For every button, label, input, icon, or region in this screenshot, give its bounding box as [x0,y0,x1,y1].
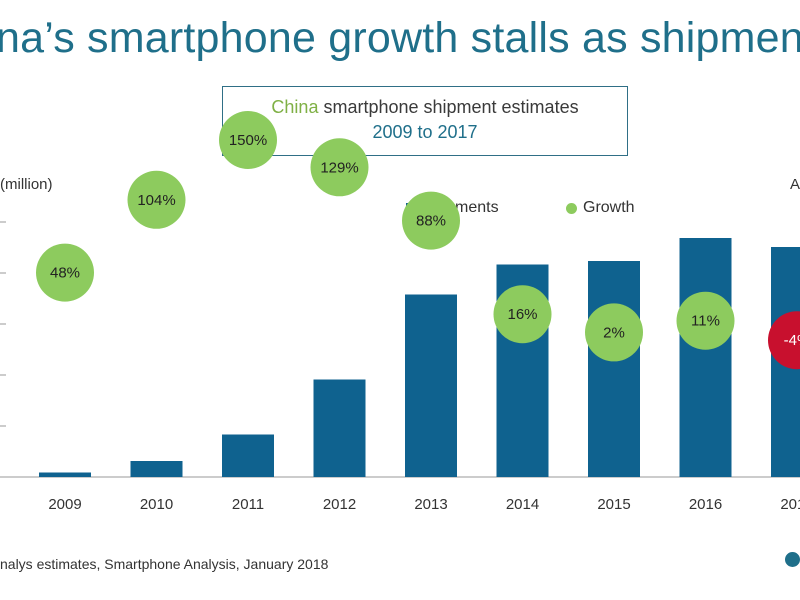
subtitle-accent: China [271,97,319,117]
growth-label-2016: 11% [691,313,720,330]
bar-shipments-2016 [679,238,732,477]
bar-shipments-2015 [588,261,640,477]
x-tick-label: 2016 [689,496,722,513]
growth-label-2015: 2% [603,324,625,341]
growth-label-2011: 150% [229,132,267,149]
legend-label-growth: Growth [583,199,635,216]
x-tick-label: 2012 [323,496,356,513]
growth-bubble-2013 [402,191,460,250]
subtitle-rest: smartphone shipment estimates [318,97,579,117]
growth-label-2009: 48% [50,265,80,282]
logo-mark [785,552,800,567]
growth-bubble-2012 [310,138,369,197]
x-tick-label: 2009 [48,496,81,513]
x-tick-label: 2015 [597,496,630,513]
growth-label-2010: 104% [137,192,175,209]
growth-bubble-2010 [127,170,186,229]
bar-shipments-2013 [405,294,457,477]
growth-bubble-2014 [493,285,552,344]
x-tick-label: 2014 [506,496,539,513]
growth-label-2013: 88% [416,213,446,230]
chart-subtitle-box: China smartphone shipment estimates 2009… [222,86,628,156]
legend-item-growth: Growth [566,199,635,217]
clipped-corner-label: A [790,176,800,193]
growth-label-2017: -4% [784,332,800,349]
source-note: nalys estimates, Smartphone Analysis, Ja… [0,556,329,572]
growth-bubble-2011 [219,111,277,169]
bar-shipments-2009 [39,472,91,477]
x-tick-label: 2017 [780,496,800,513]
headline: na’s smartphone growth stalls as shipmen… [0,14,800,62]
y-axis-unit-label: (million) [0,176,53,193]
x-tick-label: 2013 [414,496,447,513]
growth-label-2012: 129% [320,159,358,176]
growth-bubble-2015 [585,303,643,362]
x-tick-label: 2010 [140,496,173,513]
growth-bubble-2009 [36,243,94,302]
growth-bubble-2016 [676,291,735,350]
chart-date-range: 2009 to 2017 [372,122,478,142]
bar-shipments-2011 [222,434,274,477]
growth-swatch [566,202,577,214]
bar-shipments-2012 [313,379,366,477]
chart-subtitle: China smartphone shipment estimates [223,97,627,118]
growth-label-2014: 16% [507,306,537,323]
x-tick-label: 2011 [232,496,264,513]
growth-bubble-2017 [768,311,800,370]
bar-shipments-2010 [130,461,183,477]
